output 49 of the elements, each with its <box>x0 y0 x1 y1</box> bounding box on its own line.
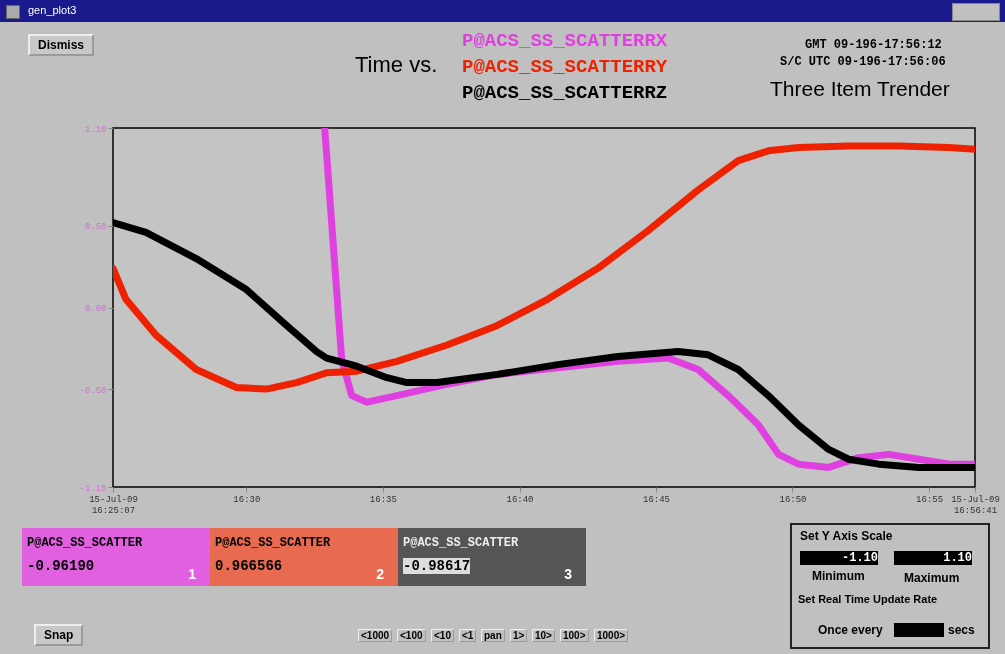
y-tick-label: 1.10 <box>84 124 107 135</box>
text: <10 <box>431 629 454 642</box>
text: Dismiss <box>28 34 95 56</box>
y-tick-label: 0.00 <box>84 304 107 314</box>
x-tick-label: 16:55 <box>916 494 944 505</box>
text: <1 <box>459 629 477 642</box>
text: <100 <box>397 629 426 642</box>
x-tick-label: 16:30 <box>233 494 261 505</box>
x-tick-label: 15-Jul-09 16:56:41 <box>951 494 1000 516</box>
x-tick-label: 16:35 <box>369 494 397 505</box>
text: Minimum <box>812 569 865 583</box>
y-tick-label: -0.50 <box>79 385 107 396</box>
text: <1000 <box>358 629 393 642</box>
text: Set Real Time Update Rate <box>798 593 938 605</box>
text: P@ACS_SS_SCATTER <box>215 536 331 550</box>
text: P@ACS_SS_SCATTERRZ <box>462 82 668 104</box>
x-tick-label: 16:40 <box>506 494 534 505</box>
text: 1> <box>510 629 528 642</box>
text: 100> <box>560 629 589 642</box>
text: P@ACS_SS_SCATTER <box>403 536 519 550</box>
text: Snap <box>34 624 84 646</box>
x-tick-label: 16:45 <box>642 494 670 505</box>
text: -0.96190 <box>27 558 95 574</box>
text: 10> <box>532 629 555 642</box>
text: 2 <box>376 566 384 582</box>
x-tick-label: 15-Jul-09 16:25:07 <box>89 494 138 516</box>
chart-subtitle: Three Item Trender <box>770 77 950 101</box>
text: secs <box>948 623 975 637</box>
chart-title: Time vs. <box>355 52 438 78</box>
text: gen_plot3 <box>28 4 77 16</box>
text: GMT 09-196-17:56:12 <box>805 38 942 52</box>
text: Set Y Axis Scale <box>800 529 893 543</box>
text: pan <box>481 629 505 642</box>
text: -0.98617 <box>403 558 471 574</box>
text: 3 <box>564 566 572 582</box>
text: 1000> <box>594 629 629 642</box>
y-tick-label: -1.10 <box>79 483 107 494</box>
text: P@ACS_SS_SCATTERRX <box>462 30 668 52</box>
text: -1.10 <box>800 551 878 565</box>
text: 0.966566 <box>215 558 283 574</box>
y-tick-label: 0.50 <box>84 222 107 233</box>
text: P@ACS_SS_SCATTER <box>27 536 143 550</box>
x-tick-label: 16:50 <box>779 494 807 505</box>
text: P@ACS_SS_SCATTERRY <box>462 56 668 78</box>
text: 1 <box>188 566 196 582</box>
text: S/C UTC 09-196-17:56:06 <box>780 55 946 69</box>
text: Once every <box>818 623 883 637</box>
text: Maximum <box>904 571 960 585</box>
text: 1.10 <box>894 551 972 565</box>
